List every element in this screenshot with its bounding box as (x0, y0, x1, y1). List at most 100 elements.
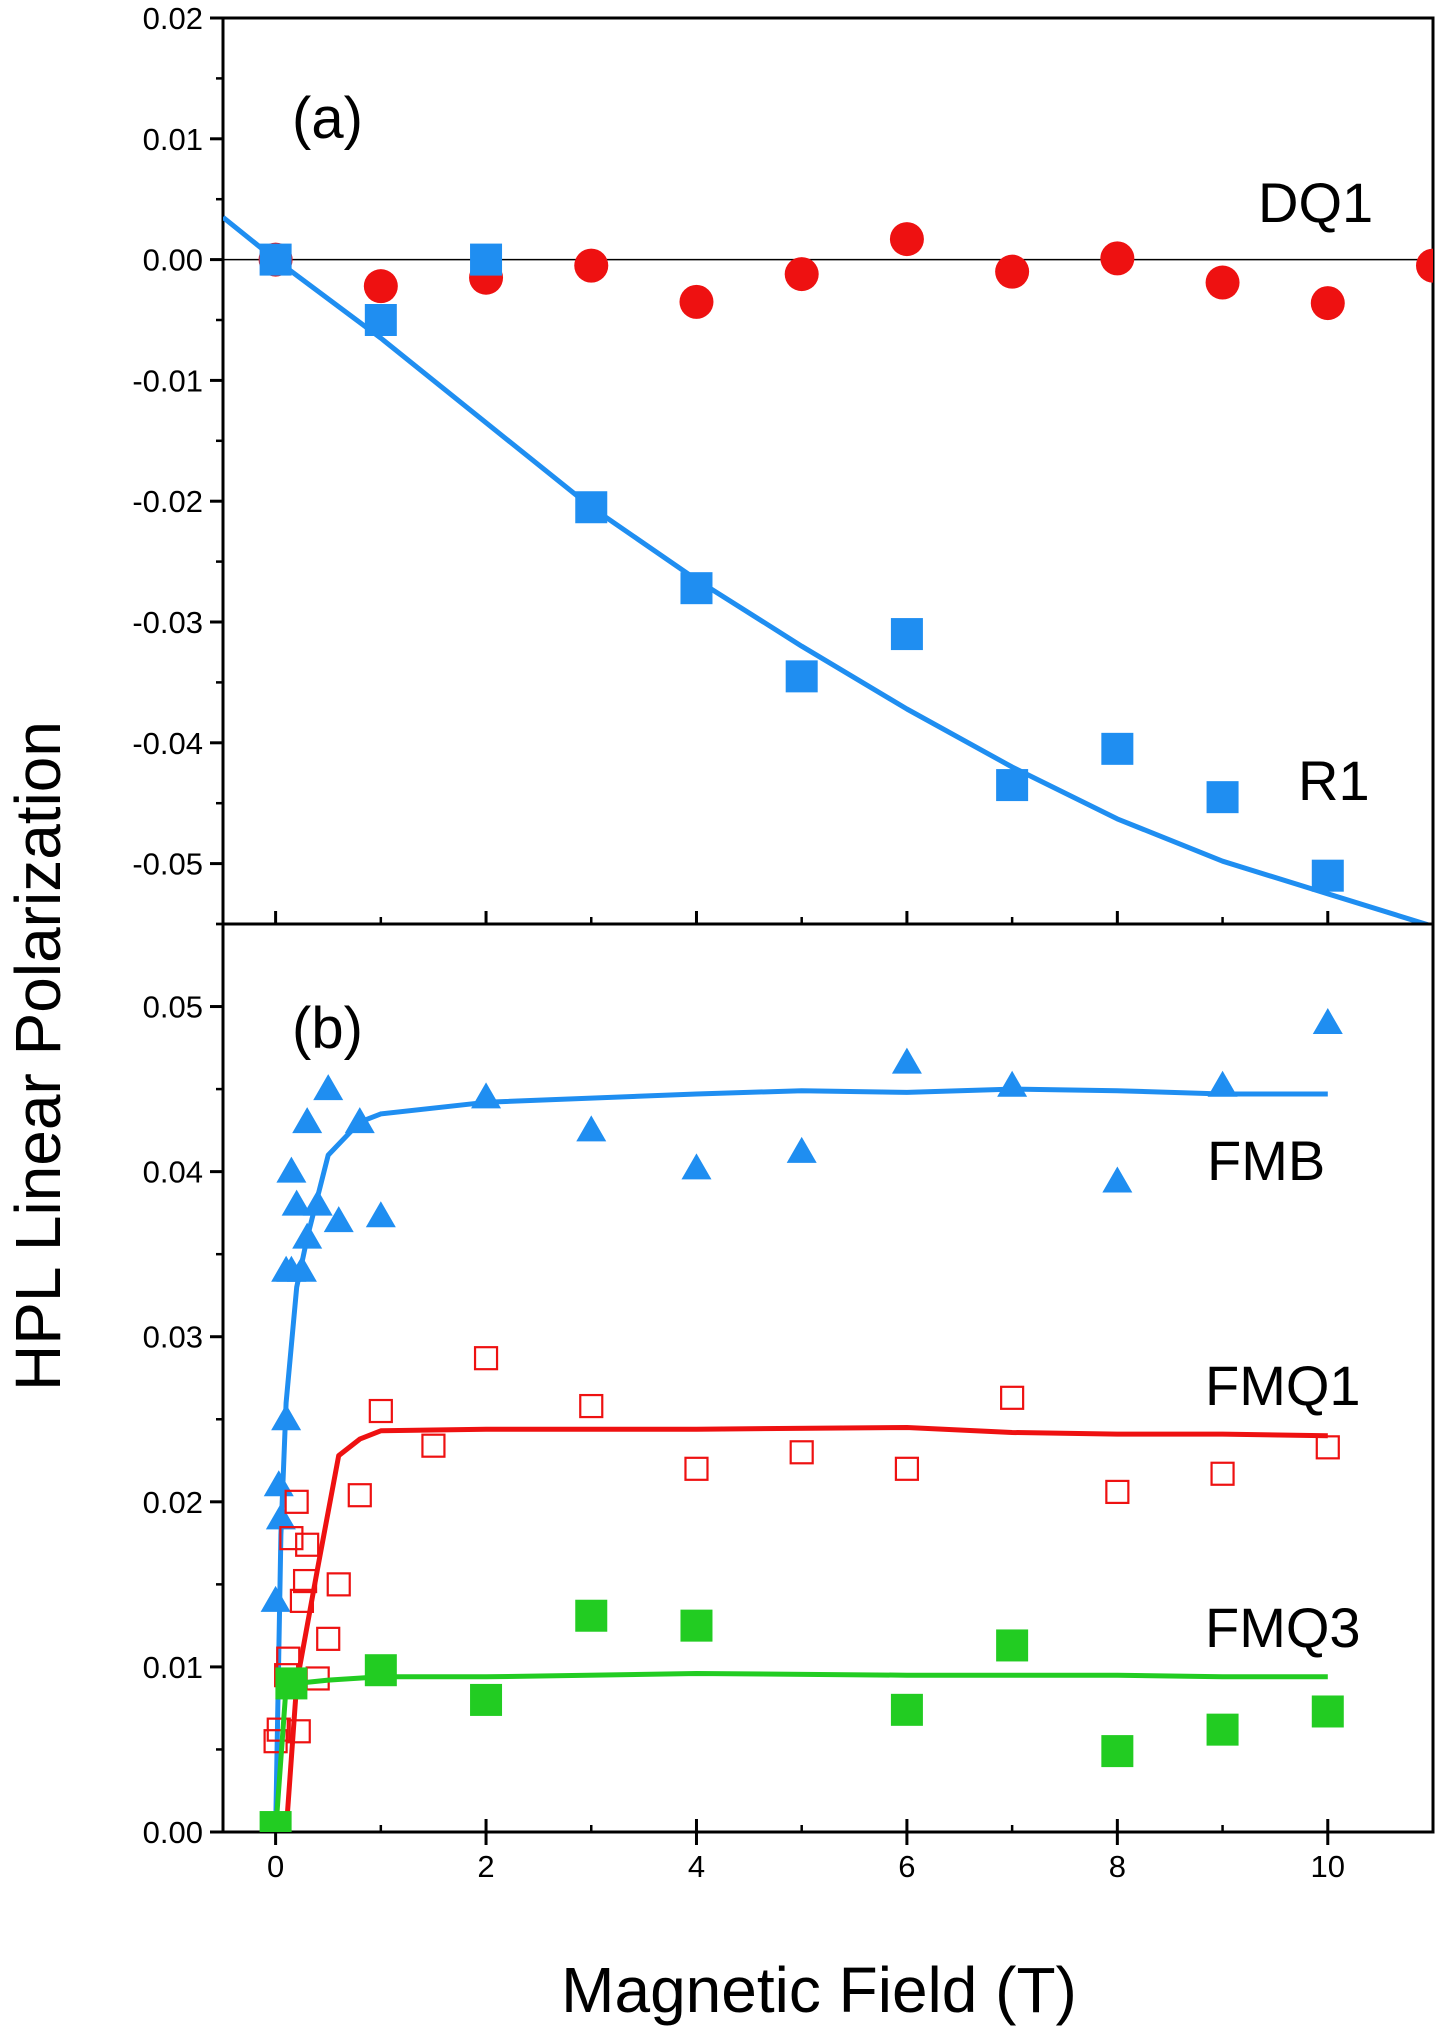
x-tick-label: 2 (477, 1849, 494, 1884)
fmq1-point (266, 1717, 291, 1742)
fmq3-point (364, 1654, 397, 1687)
fmq1-point (289, 1588, 315, 1613)
plot-area (223, 215, 1433, 924)
y-tick-label: 0.01 (143, 122, 203, 157)
fmb-fit-line (273, 1086, 1328, 1832)
r1-point (364, 304, 397, 336)
fmb-point (313, 1074, 344, 1101)
panel-a-label: (a) (292, 86, 363, 151)
fmb-point (576, 1115, 607, 1142)
fmb-point (323, 1206, 354, 1233)
dq1-point (1310, 286, 1345, 321)
y-tick-label: -0.04 (132, 726, 203, 761)
dq1-point (363, 269, 398, 304)
fmq1-fit-line (283, 1425, 1328, 1832)
fmq1-point (347, 1483, 372, 1508)
fmq1-point (316, 1626, 341, 1651)
fmb-label: FMB (1207, 1129, 1325, 1192)
fmb-point (281, 1189, 312, 1216)
r1-label: R1 (1298, 749, 1370, 812)
fmq1-point (326, 1572, 351, 1597)
dq1-label: DQ1 (1258, 171, 1373, 234)
fmq3-point (996, 1629, 1029, 1662)
fmq1-point (579, 1393, 604, 1419)
fmq1-point (286, 1719, 311, 1744)
fmq1-point (368, 1398, 393, 1424)
r1-point (1311, 859, 1344, 892)
fmb-point (263, 1470, 294, 1497)
fmb-point (265, 1503, 296, 1530)
x-tick-label: 0 (267, 1849, 284, 1884)
fmb-point (997, 1070, 1028, 1097)
r1-point (575, 491, 608, 524)
y-axis-title: HPL Linear Polarization (2, 721, 74, 1391)
fmq3-point (1206, 1713, 1239, 1746)
y-tick-label: 0.03 (143, 1320, 203, 1355)
fmb-point (276, 1156, 307, 1183)
y-tick-label: 0.04 (143, 1155, 203, 1190)
dq1-point (784, 257, 819, 292)
r1-point (470, 243, 503, 276)
y-tick-label: 0.01 (143, 1650, 203, 1685)
fmq1-point (894, 1456, 920, 1481)
fmq3-label: FMQ3 (1205, 1596, 1361, 1659)
fmb-point (260, 1585, 291, 1612)
fmq3-point (1311, 1695, 1344, 1728)
fmq1-point (684, 1456, 709, 1481)
fmq1-point (789, 1440, 814, 1465)
plot-area (259, 1008, 1344, 1832)
dq1-point (574, 248, 609, 283)
y-tick-label: 0.05 (143, 990, 203, 1025)
fmq3-point (575, 1599, 608, 1632)
fmq3-point (890, 1693, 923, 1726)
r1-point (996, 769, 1029, 802)
x-tick-label: 8 (1109, 1849, 1126, 1884)
fmb-point (286, 1255, 317, 1282)
fmb-point (1102, 1166, 1133, 1193)
fmb-point (271, 1404, 302, 1431)
plot-frame (221, 922, 1435, 1834)
dq1-point (1205, 265, 1240, 300)
fmq1-point (295, 1532, 320, 1557)
panel-b-label: (b) (292, 996, 363, 1061)
r1-point (259, 243, 292, 276)
fmq3-point (680, 1609, 713, 1642)
plot-frame (221, 16, 1435, 926)
dq1-point (1416, 248, 1433, 283)
fmq3-point (259, 1811, 292, 1832)
fmb-point (292, 1222, 323, 1249)
fmq1-point (292, 1568, 318, 1594)
r1-point (890, 618, 923, 651)
fmq3-point (275, 1667, 308, 1700)
r1-point (1206, 781, 1239, 814)
fmb-point (891, 1047, 922, 1074)
r1-point (1101, 732, 1134, 765)
fmq1-point (1000, 1385, 1025, 1410)
fmq1-point (1210, 1461, 1235, 1486)
y-tick-label: -0.05 (132, 847, 203, 882)
x-axis: 0 2 4 6 8 10 (267, 1849, 1345, 1884)
fmb-point (365, 1201, 396, 1228)
y-tick-label: 0.00 (143, 243, 203, 278)
fmq3-point (1101, 1735, 1134, 1768)
y-tick-label: -0.01 (132, 363, 203, 398)
r1-point (680, 572, 713, 605)
fmq1-point (1105, 1479, 1130, 1505)
y-tick-label: 0.02 (143, 1, 203, 36)
fmb-point (786, 1136, 817, 1163)
dq1-point (679, 284, 714, 319)
fmq3-point (470, 1683, 503, 1716)
fmq1-point (421, 1433, 446, 1458)
fmq1-point (473, 1346, 499, 1371)
r1-fit-line (223, 215, 1433, 924)
fmb-point (292, 1107, 323, 1134)
r1-point (785, 660, 818, 693)
dq1-point (1100, 241, 1135, 276)
y-tick-label: 0.00 (143, 1815, 203, 1850)
fmq1-label: FMQ1 (1205, 1354, 1361, 1417)
dq1-point (995, 254, 1030, 289)
fmb-point (302, 1189, 333, 1216)
fmb-point (471, 1082, 502, 1109)
fmq3-fit-line (273, 1671, 1328, 1832)
fmq1-point (279, 1526, 304, 1551)
